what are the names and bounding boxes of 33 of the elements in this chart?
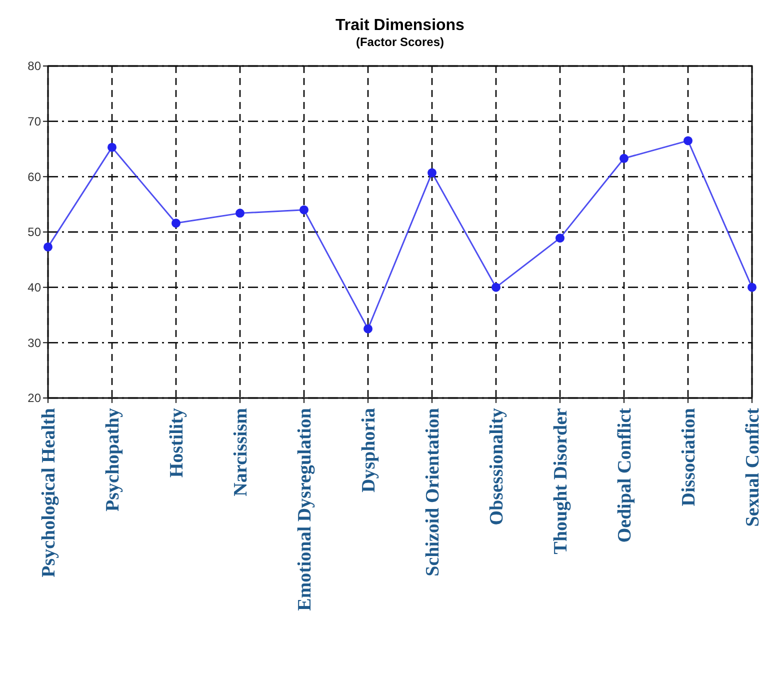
y-tick-label: 50 [28, 225, 42, 240]
x-tick-label: Emotional Dysregulation [294, 408, 316, 611]
chart-subtitle: (Factor Scores) [356, 35, 444, 49]
x-tick-label: Thought Disorder [550, 407, 572, 554]
x-tick-label: Narcissism [230, 408, 252, 496]
x-tick-label: Dysphoria [358, 408, 380, 492]
point [556, 234, 564, 243]
x-tick-label: Sexual Confict [742, 407, 764, 527]
point [172, 218, 180, 228]
y-tick-label: 40 [28, 280, 42, 295]
x-tick-label: Hostility [166, 408, 188, 478]
y-tick-label: 70 [28, 114, 42, 129]
y-tick-label: 60 [28, 170, 42, 184]
x-tick-label: Schizoid Orientation [422, 408, 444, 576]
y-tick-label: 20 [28, 391, 42, 406]
chart-title: Trait Dimensions [336, 17, 465, 34]
point [748, 282, 756, 292]
point [108, 142, 116, 152]
point [364, 324, 372, 334]
x-tick-label: Dissociation [678, 408, 700, 506]
x-tick-label: Obsessionality [486, 408, 508, 526]
point [236, 208, 244, 218]
point [428, 168, 436, 178]
point [620, 154, 628, 163]
x-tick-label: Psychopathy [102, 408, 124, 512]
y-tick-label: 30 [28, 336, 42, 350]
point [492, 282, 500, 292]
y-tick-label: 80 [28, 59, 42, 74]
point [300, 205, 308, 214]
x-tick-label: Oedipal Conflict [614, 407, 636, 543]
point [684, 136, 692, 146]
x-tick-label: Psychological Health [38, 408, 60, 578]
point [44, 242, 52, 252]
